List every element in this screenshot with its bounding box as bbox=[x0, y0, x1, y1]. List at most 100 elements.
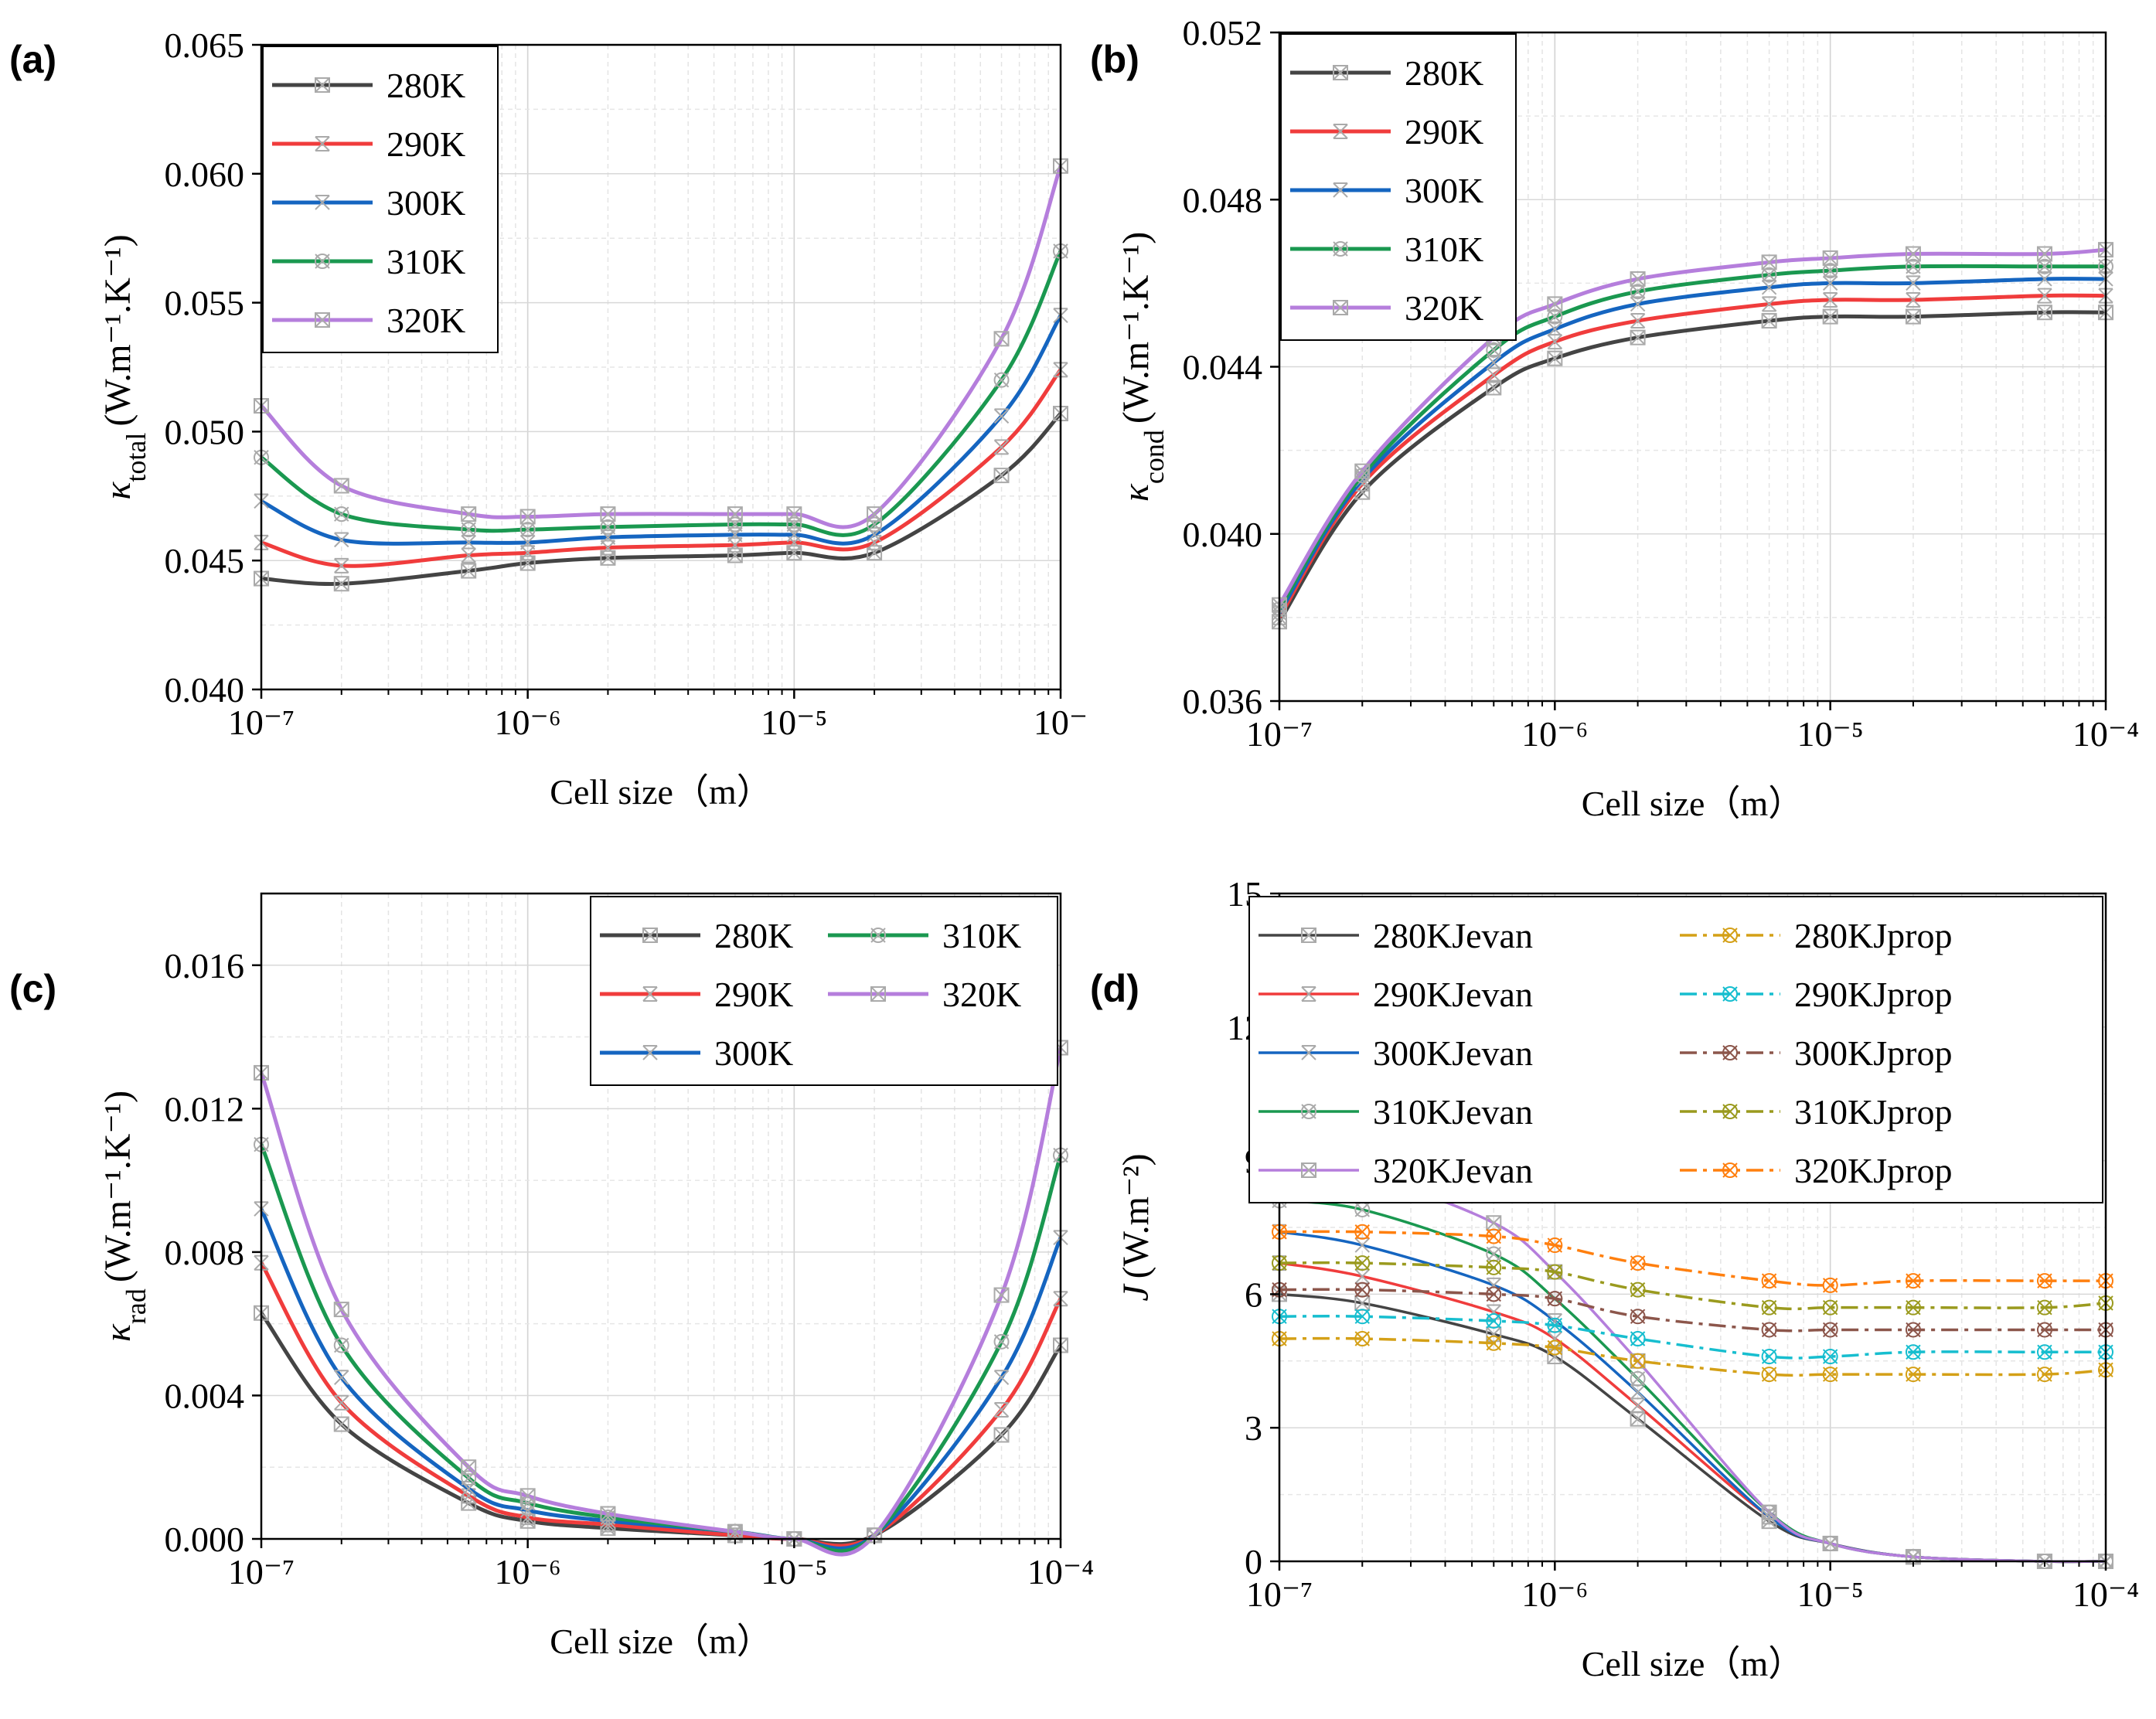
marker-circle bbox=[1630, 1255, 1646, 1271]
marker-square bbox=[461, 1459, 477, 1476]
marker-x bbox=[1906, 1273, 1921, 1288]
marker-x bbox=[1906, 1344, 1921, 1360]
marker-circle bbox=[1905, 1344, 1921, 1360]
legend-marker bbox=[870, 928, 886, 943]
legend-label: 280K bbox=[714, 916, 793, 955]
marker-x bbox=[1761, 1299, 1777, 1316]
marker-x bbox=[1761, 296, 1777, 312]
data-point bbox=[993, 1370, 1010, 1385]
marker-x bbox=[1354, 463, 1370, 479]
data-point bbox=[1905, 258, 1921, 274]
marker-circle bbox=[1722, 1104, 1738, 1119]
legend-marker bbox=[1333, 300, 1348, 315]
legend-marker bbox=[642, 986, 658, 1002]
marker-bars bbox=[1487, 1304, 1501, 1320]
legend-item: 310K bbox=[1290, 230, 1483, 269]
marker-x bbox=[786, 506, 802, 522]
legend-item: 300K bbox=[272, 183, 465, 223]
marker-x bbox=[993, 1402, 1010, 1418]
series-line bbox=[1277, 277, 2107, 614]
marker-x bbox=[2037, 1344, 2052, 1360]
marker-x bbox=[1301, 928, 1316, 943]
marker-square bbox=[1354, 463, 1371, 479]
marker-square bbox=[1301, 928, 1316, 943]
data-point bbox=[1906, 292, 1921, 308]
marker-x bbox=[334, 1370, 349, 1385]
marker-circle bbox=[1547, 1264, 1563, 1280]
marker-x bbox=[1630, 296, 1646, 312]
marker-square bbox=[333, 478, 349, 494]
series-line bbox=[259, 1261, 1063, 1548]
data-point bbox=[993, 468, 1010, 484]
marker-x bbox=[1486, 380, 1501, 396]
marker-x bbox=[642, 986, 658, 1002]
series-line bbox=[1279, 1230, 2106, 1287]
marker-x bbox=[461, 563, 476, 579]
marker-x bbox=[461, 547, 476, 563]
marker-x bbox=[993, 1427, 1010, 1443]
marker-square bbox=[1547, 296, 1563, 312]
y-tick-label: 0.050 bbox=[165, 412, 245, 451]
data-point bbox=[461, 547, 476, 563]
marker-square bbox=[461, 563, 477, 579]
marker-x bbox=[1630, 1331, 1646, 1346]
data-point bbox=[1822, 308, 1838, 325]
marker-x bbox=[2037, 305, 2052, 320]
data-point bbox=[1761, 1367, 1777, 1383]
data-point bbox=[1630, 1370, 1646, 1387]
data-point bbox=[1905, 1322, 1921, 1338]
y-tick-label: 0.040 bbox=[1183, 515, 1263, 554]
marker-bars bbox=[1762, 296, 1776, 312]
marker-x bbox=[315, 136, 330, 151]
data-point bbox=[1905, 1367, 1921, 1383]
data-point bbox=[1761, 296, 1777, 312]
marker-square bbox=[1822, 308, 1838, 325]
marker-square bbox=[600, 506, 616, 523]
marker-square bbox=[333, 1302, 349, 1318]
marker-x bbox=[1354, 1224, 1370, 1240]
x-tick-label: 10⁻⁴ bbox=[2073, 714, 2139, 754]
marker-x bbox=[1630, 329, 1646, 346]
marker-x bbox=[1547, 1237, 1563, 1253]
marker-x bbox=[519, 535, 536, 550]
y-tick-label: 0.016 bbox=[165, 946, 245, 985]
marker-x bbox=[1761, 254, 1777, 271]
marker-x bbox=[1822, 1278, 1838, 1293]
marker-circle bbox=[2036, 1299, 2052, 1316]
marker-x bbox=[870, 928, 886, 943]
data-point bbox=[519, 1488, 536, 1504]
marker-x bbox=[993, 372, 1010, 388]
marker-circle bbox=[867, 516, 883, 533]
legend: 280K 290K 300K 310K 320K bbox=[262, 46, 499, 353]
marker-x bbox=[1630, 271, 1646, 287]
marker-x bbox=[1630, 1309, 1646, 1324]
marker-x bbox=[600, 519, 616, 535]
marker-circle bbox=[2036, 1367, 2052, 1383]
marker-x bbox=[993, 468, 1010, 483]
data-point bbox=[1547, 308, 1563, 325]
series-line bbox=[1277, 293, 2107, 619]
data-point bbox=[1822, 1322, 1838, 1338]
data-point bbox=[1906, 275, 1921, 291]
marker-x bbox=[1722, 986, 1738, 1002]
marker-x bbox=[642, 928, 658, 943]
marker-x bbox=[1547, 1318, 1563, 1333]
marker-x bbox=[1547, 296, 1563, 312]
y-axis-subscript: rad bbox=[121, 1288, 152, 1324]
marker-square bbox=[642, 928, 658, 943]
marker-x bbox=[727, 506, 743, 522]
marker-x bbox=[334, 576, 349, 591]
legend-item: 320K bbox=[1290, 288, 1483, 328]
data-point bbox=[1905, 1344, 1921, 1360]
x-tick-label: 10⁻⁵ bbox=[1797, 714, 1864, 754]
legend-box bbox=[1280, 33, 1517, 341]
x-tick-label: 10⁻⁶ bbox=[1521, 714, 1588, 754]
data-point bbox=[1630, 1309, 1646, 1325]
marker-x bbox=[334, 1302, 349, 1317]
marker-bars bbox=[1302, 986, 1316, 1002]
marker-circle bbox=[2036, 1322, 2052, 1338]
data-point bbox=[1761, 1504, 1777, 1520]
marker-circle bbox=[333, 1337, 349, 1353]
data-point bbox=[1822, 1535, 1838, 1551]
